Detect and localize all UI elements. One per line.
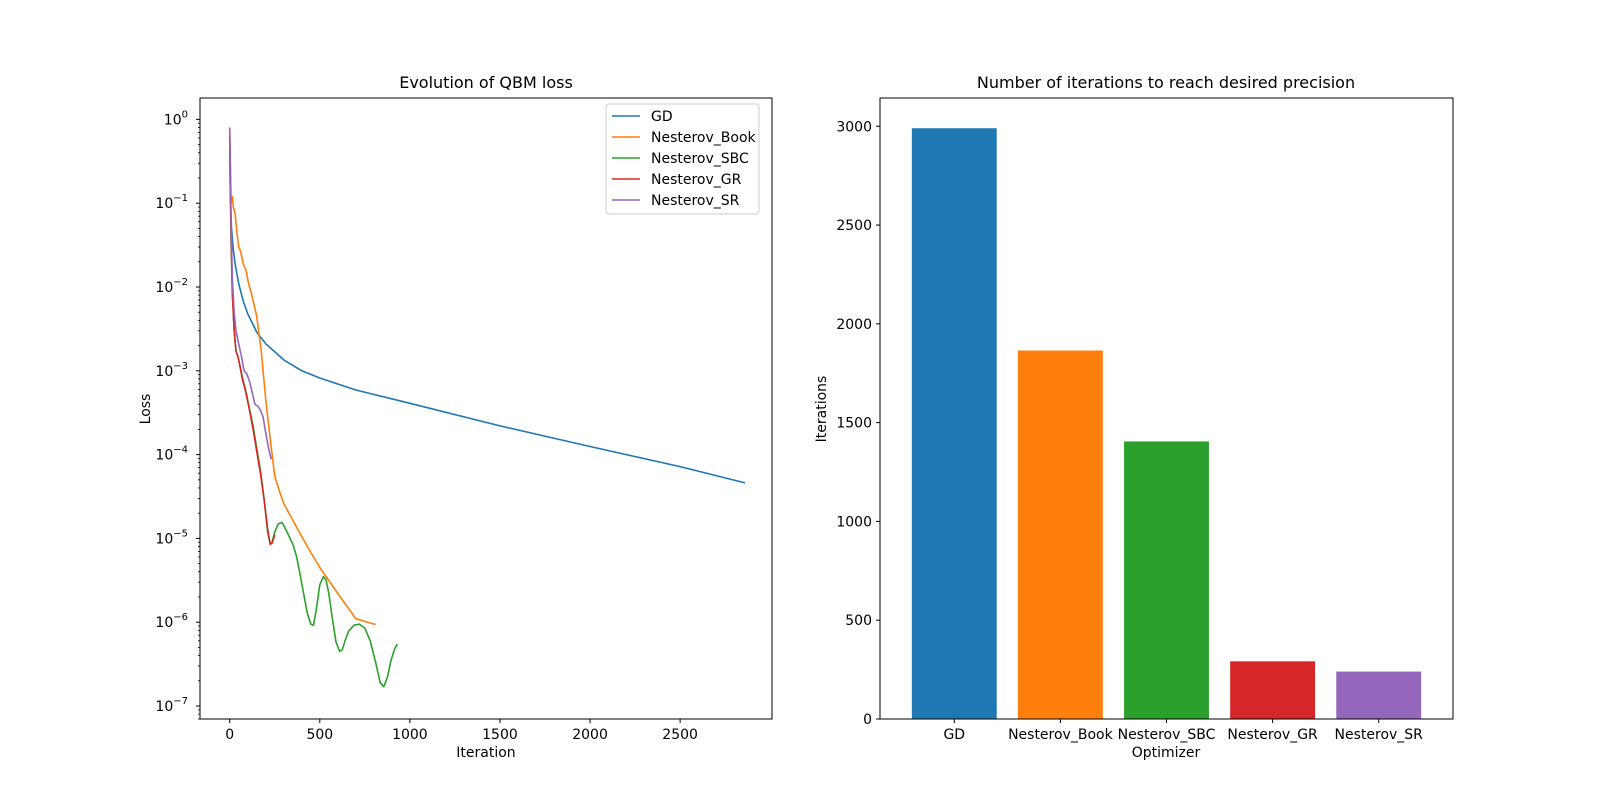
series-line-nesterov-gr [228, 135, 276, 546]
y-tick-label: 10−1 [155, 193, 188, 212]
x-tick-label: 2000 [572, 727, 608, 743]
legend-label: Nesterov_GR [651, 172, 742, 188]
x-tick-label: Nesterov_GR [1227, 727, 1318, 743]
x-tick-label: 1500 [482, 727, 518, 743]
y-tick-exponent: −2 [173, 277, 188, 288]
y-tick-label: 2000 [836, 317, 872, 333]
plot-area [228, 127, 746, 688]
x-tick-label: 2500 [662, 727, 698, 743]
y-tick-exponent: −7 [173, 696, 188, 707]
legend-label: Nesterov_SBC [651, 151, 749, 167]
iterations-bar-chart: Number of iterations to reach desired pr… [814, 73, 1454, 761]
y-tick-exponent: −4 [173, 445, 188, 456]
y-tick-label: 1000 [836, 514, 872, 530]
y-tick-exponent: −6 [173, 612, 188, 623]
chart-title: Evolution of QBM loss [399, 73, 573, 92]
x-tick-label: 1000 [392, 727, 428, 743]
x-tick-label: Nesterov_SBC [1118, 727, 1216, 743]
x-tick-label: 500 [306, 727, 333, 743]
y-tick-base: 10 [155, 196, 173, 212]
y-tick-label: 3000 [836, 119, 872, 135]
y-tick-base: 10 [155, 364, 173, 380]
y-tick-base: 10 [155, 280, 173, 296]
bar-nesterov-sr [1336, 671, 1422, 719]
x-tick-label: Nesterov_SR [1335, 727, 1424, 743]
y-tick-exponent: 0 [182, 109, 188, 120]
bar-nesterov-sbc [1124, 441, 1209, 719]
y-tick-base: 10 [155, 531, 173, 547]
series-line-nesterov-book [228, 127, 376, 625]
plot-area [911, 128, 1422, 719]
y-tick-label: 100 [164, 109, 188, 128]
y-tick-label: 10−3 [155, 361, 188, 380]
y-tick-base: 10 [155, 699, 173, 715]
y-axis-label: Iterations [814, 376, 830, 443]
y-axis-label: Loss [138, 394, 154, 425]
bar-nesterov-book [1017, 350, 1103, 719]
axes-frame [879, 97, 1454, 720]
chart-title: Number of iterations to reach desired pr… [977, 73, 1355, 92]
y-tick-label: 1500 [836, 416, 872, 432]
y-tick-base: 10 [155, 615, 173, 631]
y-tick-label: 10−4 [155, 445, 188, 464]
legend: GD Nesterov_Book Nesterov_SBC Nesterov_GR Ne… [605, 103, 760, 215]
series-line-nesterov-sr [228, 127, 272, 460]
bar-nesterov-gr [1230, 661, 1316, 719]
y-tick-label: 500 [845, 613, 872, 629]
y-tick-label: 2500 [836, 218, 872, 234]
x-tick-label: GD [943, 727, 965, 743]
y-tick-exponent: −1 [173, 193, 188, 204]
series-line-nesterov-sbc [228, 137, 399, 688]
loss-line-chart: Evolution of QBM loss 0 500 1000 1500 2000 25… [138, 73, 773, 761]
x-axis-label: Iteration [456, 745, 515, 761]
axis-ticks: 0 500 1000 1500 2000 250010010−110−210−310−41… [155, 109, 698, 743]
legend-box [605, 103, 760, 215]
y-tick-base: 10 [164, 112, 182, 128]
y-tick-base: 10 [155, 448, 173, 464]
legend-label: Nesterov_SR [651, 193, 740, 209]
bar-gd [911, 128, 997, 719]
axes-frame [199, 97, 773, 720]
legend-label: GD [651, 109, 673, 125]
x-tick-label: 0 [225, 727, 234, 743]
y-tick-label: 10−6 [155, 612, 188, 631]
x-axis-label: Optimizer [1132, 745, 1201, 761]
y-tick-label: 10−2 [155, 277, 188, 296]
y-tick-label: 10−5 [155, 528, 188, 547]
y-tick-exponent: −5 [173, 528, 188, 539]
y-tick-label: 10−7 [155, 696, 188, 715]
y-tick-label: 0 [863, 712, 872, 728]
y-tick-exponent: −3 [173, 361, 188, 372]
legend-label: Nesterov_Book [651, 130, 757, 146]
x-tick-label: Nesterov_Book [1008, 727, 1114, 743]
